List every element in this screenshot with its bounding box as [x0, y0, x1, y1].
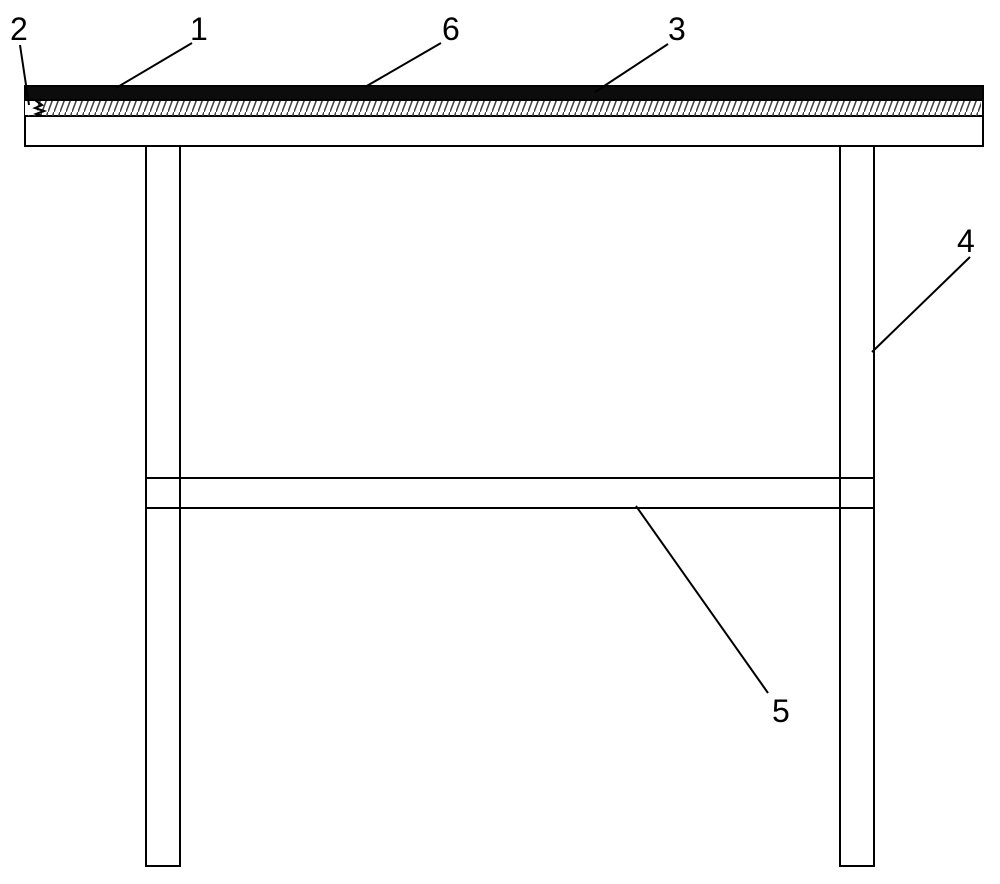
leader-5: [636, 506, 768, 693]
hatch-fill: [27, 100, 981, 116]
label-6: 6: [442, 11, 460, 47]
label-5: 5: [772, 693, 790, 729]
table-top-solid: [25, 86, 983, 100]
label-1: 1: [190, 11, 208, 47]
leader-1: [116, 43, 192, 88]
leader-3: [595, 44, 668, 92]
label-2: 2: [10, 11, 28, 47]
technical-diagram: 1 2 3 4 5 6: [0, 0, 1000, 884]
leader-6: [365, 43, 441, 87]
right-leg: [840, 146, 874, 866]
label-4: 4: [957, 223, 975, 259]
table-top-base: [25, 116, 983, 146]
leader-4: [872, 257, 970, 352]
left-leg: [146, 146, 180, 866]
label-3: 3: [668, 11, 686, 47]
